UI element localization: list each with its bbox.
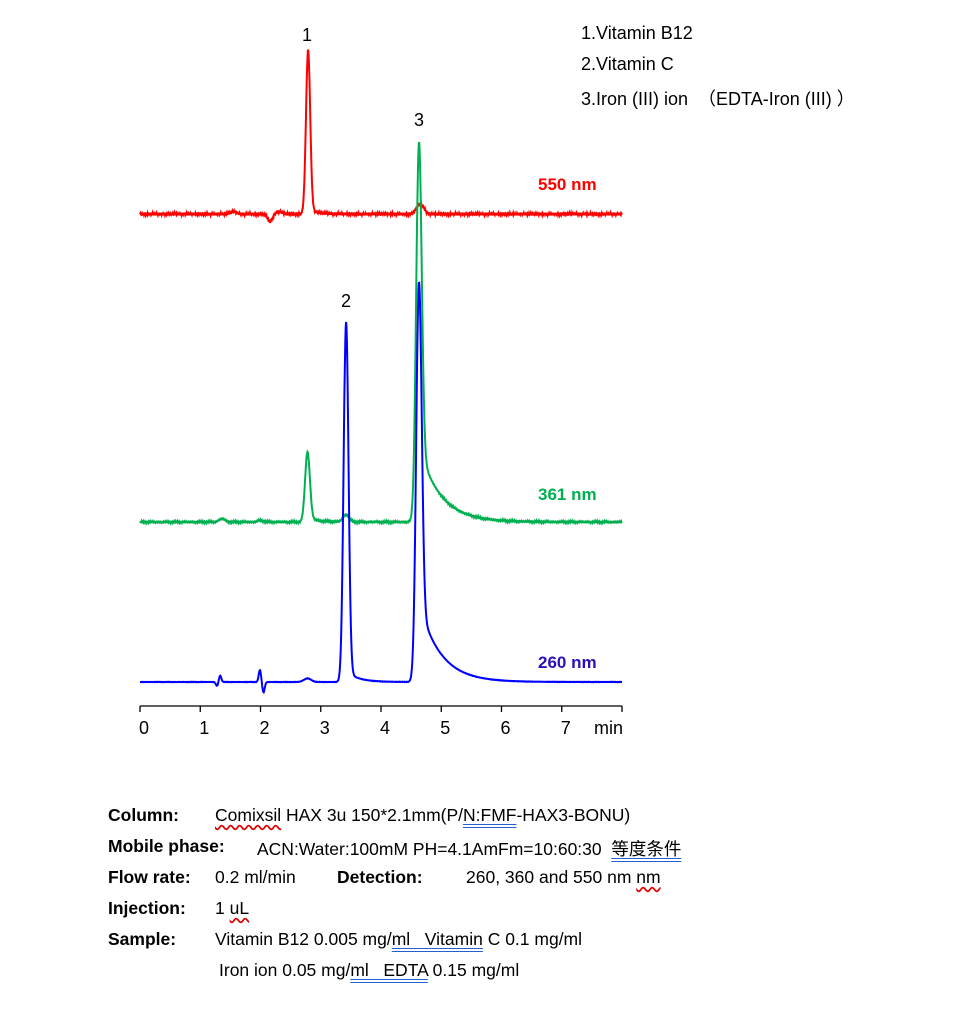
condition-text-segment: ml EDTA [350, 960, 428, 980]
condition-label: Mobile phase: [108, 836, 225, 856]
condition-text-segment: Iron ion 0.05 mg/ [219, 960, 351, 980]
condition-label: Detection: [337, 867, 423, 887]
trace-260-nm [140, 281, 623, 695]
condition-text-segment: 1 [215, 898, 230, 918]
condition-text-segment: Comixsil [215, 805, 282, 825]
condition-value: Vitamin B12 0.005 mg/ml Vitamin C 0.1 mg… [215, 929, 582, 950]
wavelength-label-361: 361 nm [538, 485, 597, 504]
x-tick-label: 3 [320, 718, 330, 738]
x-tick-label: 7 [561, 718, 571, 738]
condition-text-segment: 0.15 mg/ml [427, 960, 520, 980]
condition-label: Flow rate: [108, 867, 191, 887]
condition-text-segment: 260, 360 and 550 nm [466, 867, 637, 887]
wavelength-label-550: 550 nm [538, 175, 597, 194]
condition-value: 0.2 ml/min [215, 867, 296, 888]
condition-text-segment: 0.2 ml/min [215, 867, 296, 887]
condition-value: 260, 360 and 550 nm nm [466, 867, 661, 888]
condition-text-segment: ml Vitamin [391, 929, 483, 949]
wavelength-label-260: 260 nm [538, 653, 597, 672]
condition-label: Injection: [108, 898, 186, 918]
condition-text-segment: ACN:Water:100mM PH=4.1AmFm=10:60:30 [257, 839, 612, 859]
x-tick-label: 4 [380, 718, 390, 738]
condition-text-segment: nm [636, 867, 661, 887]
x-axis-label: min [594, 718, 623, 738]
condition-text-segment: N:FMF [463, 805, 517, 825]
condition-value: 1 uL [215, 898, 249, 919]
x-tick-label: 0 [139, 718, 149, 738]
condition-value: Iron ion 0.05 mg/ml EDTA 0.15 mg/ml [219, 960, 519, 981]
condition-label: Column: [108, 805, 179, 825]
x-tick-label: 5 [440, 718, 450, 738]
condition-text-segment: C 0.1 mg/ml [482, 929, 583, 949]
condition-text-segment: 等度条件 [611, 839, 682, 859]
condition-text-segment: Vitamin B12 0.005 mg/ [215, 929, 392, 949]
peak-label-2: 2 [341, 291, 351, 311]
condition-text-segment: HAX 3u 150*2.1mm(P/ [281, 805, 464, 825]
condition-label: Sample: [108, 929, 177, 949]
trace-361-nm [139, 141, 623, 526]
x-tick-label: 1 [199, 718, 209, 738]
trace-550-nm [139, 49, 623, 224]
peak-label-1: 1 [302, 25, 312, 45]
x-tick-label: 6 [500, 718, 510, 738]
peak-label-3: 3 [414, 110, 424, 130]
x-tick-label: 2 [259, 718, 269, 738]
condition-value: Comixsil HAX 3u 150*2.1mm(P/N:FMF-HAX3-B… [215, 805, 630, 826]
condition-text-segment: -HAX3-BONU) [516, 805, 631, 825]
legend-item-3: 3.Iron (III) ion （EDTA-Iron (III) ） [581, 89, 855, 109]
condition-text-segment: uL [229, 898, 250, 918]
legend-item-2: 2.Vitamin C [581, 54, 674, 74]
condition-value: ACN:Water:100mM PH=4.1AmFm=10:60:30 等度条件 [257, 836, 681, 861]
legend-item-1: 1.Vitamin B12 [581, 23, 693, 43]
